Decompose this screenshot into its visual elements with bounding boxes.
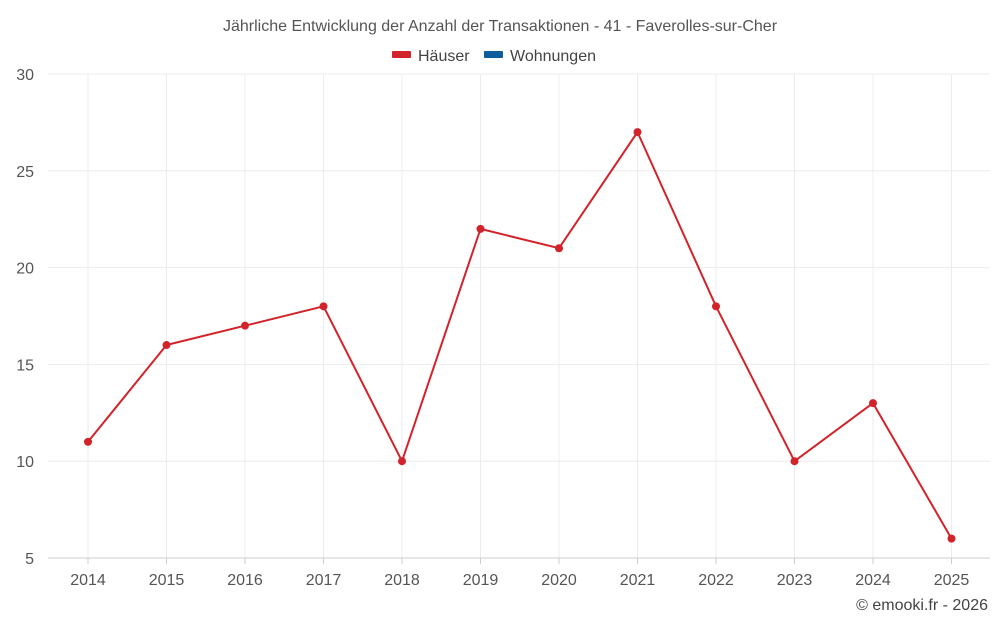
y-tick-label: 15	[16, 357, 34, 374]
x-tick-label: 2025	[934, 572, 970, 589]
data-point-haeuser-2016[interactable]	[241, 321, 249, 330]
data-point-haeuser-2018[interactable]	[398, 457, 406, 466]
legend-label-wohnungen: Wohnungen	[510, 48, 596, 65]
x-tick-label: 2022	[698, 572, 734, 589]
x-tick-label: 2015	[149, 572, 185, 589]
x-tick-label: 2020	[541, 572, 577, 589]
x-tick-label: 2024	[855, 572, 891, 589]
legend-item-haeuser[interactable]: Häuser	[392, 48, 470, 65]
y-tick-label: 25	[16, 164, 34, 181]
x-tick-label: 2018	[384, 572, 420, 589]
data-point-haeuser-2014[interactable]	[84, 437, 92, 446]
x-tick-label: 2016	[227, 572, 263, 589]
x-tick-label: 2017	[306, 572, 342, 589]
grid	[48, 73, 990, 558]
data-point-haeuser-2022[interactable]	[712, 302, 720, 311]
data-point-haeuser-2020[interactable]	[555, 244, 563, 253]
legend-swatch-wohnungen	[484, 51, 503, 58]
data-point-haeuser-2023[interactable]	[790, 457, 799, 466]
data-point-haeuser-2015[interactable]	[162, 341, 171, 350]
chart-title: Jährliche Entwicklung der Anzahl der Tra…	[223, 18, 778, 35]
legend-label-haeuser: Häuser	[418, 48, 470, 65]
data-point-haeuser-2024[interactable]	[869, 399, 877, 408]
series-line-haeuser	[87, 131, 953, 540]
credit-text: © emooki.fr - 2026	[856, 597, 988, 614]
legend: Häuser Wohnungen	[392, 48, 596, 65]
series-haeuser	[84, 128, 956, 543]
y-tick-label: 20	[16, 261, 34, 278]
x-tick-label: 2023	[777, 572, 813, 589]
data-point-haeuser-2025[interactable]	[947, 534, 956, 543]
data-point-haeuser-2021[interactable]	[633, 128, 642, 137]
x-tick-label: 2021	[620, 572, 656, 589]
x-tick-label: 2014	[70, 572, 106, 589]
y-tick-label: 10	[16, 454, 34, 471]
y-tick-label: 5	[25, 551, 34, 568]
x-tick-label: 2019	[463, 572, 499, 589]
legend-swatch-haeuser	[392, 51, 411, 58]
y-tick-label: 30	[16, 67, 34, 84]
legend-item-wohnungen[interactable]: Wohnungen	[484, 48, 596, 65]
data-point-haeuser-2019[interactable]	[476, 224, 485, 233]
data-point-haeuser-2017[interactable]	[319, 302, 328, 311]
